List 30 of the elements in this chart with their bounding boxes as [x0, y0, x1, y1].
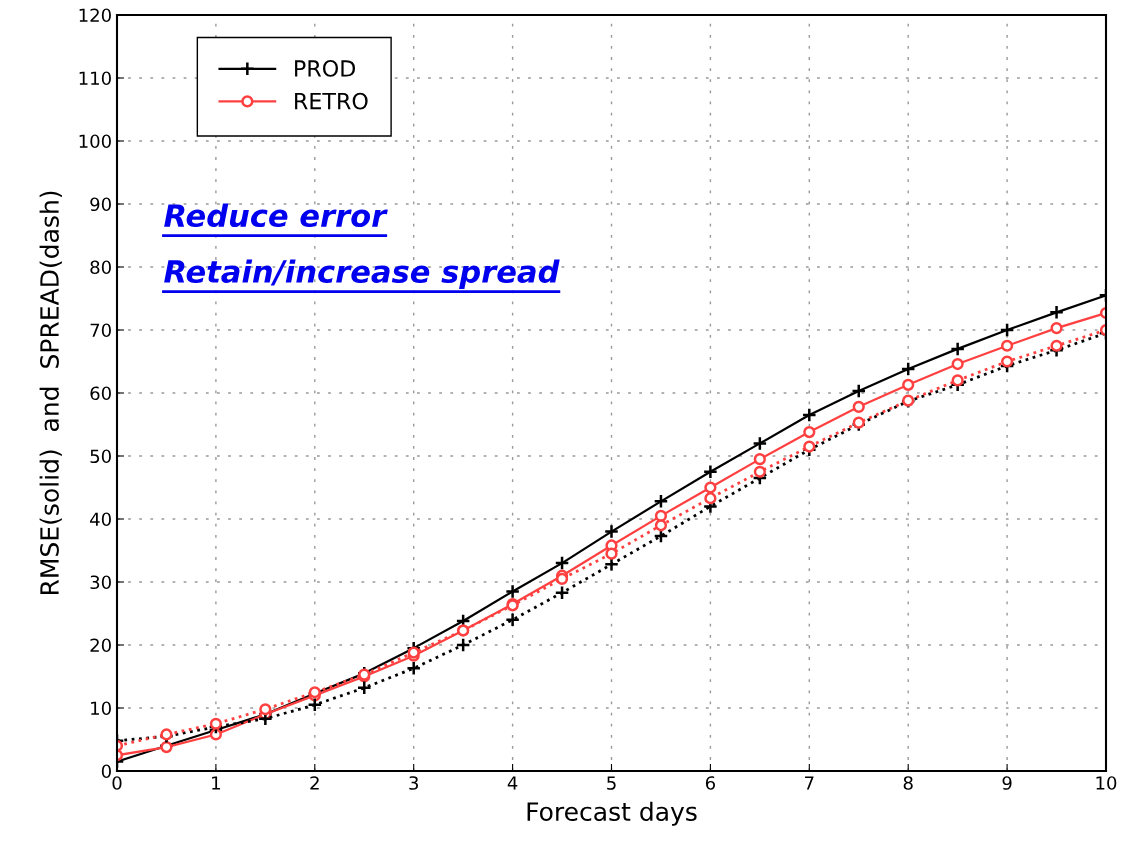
x-tick-label: 0: [112, 776, 122, 790]
y-tick-label: 0: [101, 764, 111, 779]
x-tick-label: 6: [705, 776, 716, 790]
x-tick-label: 10: [1096, 776, 1117, 790]
legend-label: PROD: [295, 60, 356, 77]
annotation: Retain/increase spread: [164, 259, 560, 289]
y-tick-label: 60: [90, 386, 111, 401]
x-tick-label: 9: [1002, 776, 1012, 790]
legend-label: RETRO: [295, 92, 368, 110]
x-axis-title: Forecast days: [527, 801, 697, 826]
y-tick-label: 120: [79, 8, 111, 23]
y-tick-label: 50: [90, 449, 111, 464]
x-tick-label: 5: [607, 776, 616, 790]
y-tick-label: 20: [90, 638, 111, 653]
x-tick-label: 7: [805, 776, 814, 790]
y-tick-label: 90: [90, 197, 111, 212]
y-tick-label: 70: [90, 323, 111, 338]
y-tick-label: 10: [91, 701, 111, 716]
x-tick-label: 4: [507, 776, 518, 790]
x-tick-label: 3: [409, 776, 418, 790]
x-tick-label: 2: [310, 776, 319, 790]
y-tick-label: 100: [79, 134, 111, 149]
y-axis-title: RMSE(solid) and SPREAD(dash): [39, 191, 62, 595]
x-tick-label: 8: [903, 776, 913, 790]
y-tick-label: 40: [90, 512, 111, 527]
annotation: Reduce error: [164, 203, 388, 228]
x-tick-label: 1: [212, 776, 220, 790]
y-tick-label: 80: [90, 260, 111, 275]
y-tick-label: 110: [79, 71, 111, 86]
y-tick-label: 30: [90, 575, 111, 590]
